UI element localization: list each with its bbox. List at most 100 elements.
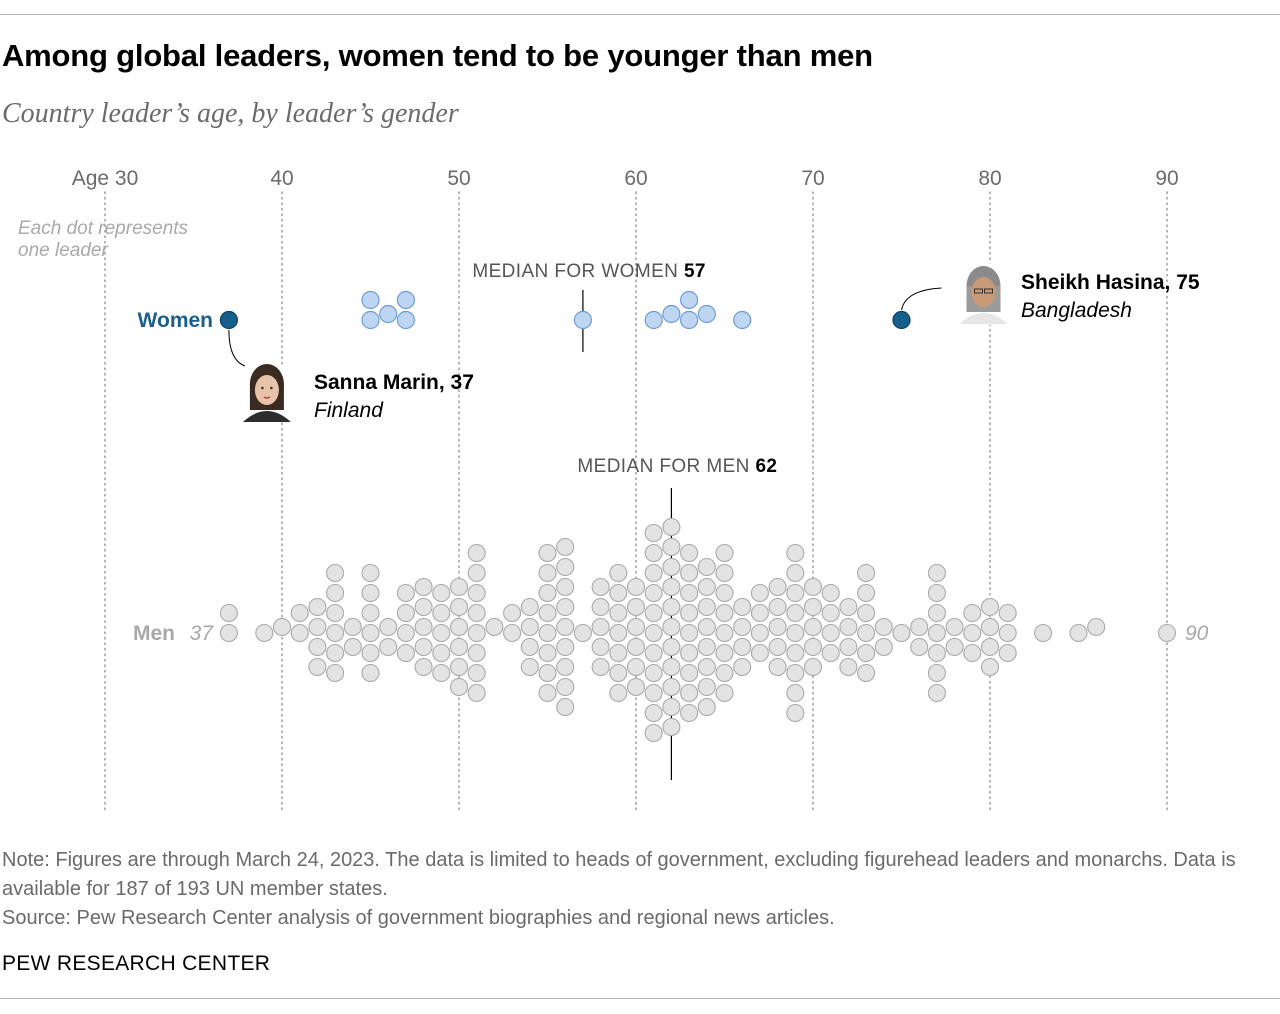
source-text: Source: Pew Research Center analysis of … xyxy=(2,907,835,929)
note-text: Note: Figures are through March 24, 2023… xyxy=(2,849,1236,900)
men-dot-40 xyxy=(449,617,469,637)
men-dot-204 xyxy=(980,597,1000,617)
x-tick-label-50: 50 xyxy=(447,167,470,190)
men-dot-103 xyxy=(644,683,663,703)
men-dot-205 xyxy=(980,657,1000,677)
men-dot-135 xyxy=(697,697,716,717)
women-highlight-dot-37 xyxy=(219,310,238,330)
men-dot-105 xyxy=(644,703,663,723)
men-dot-77 xyxy=(556,537,575,557)
men-dot-122 xyxy=(680,583,699,603)
men-dot-163 xyxy=(786,683,805,703)
men-dot-139 xyxy=(715,583,734,603)
men-dot-153 xyxy=(768,637,787,657)
men-dot-123 xyxy=(680,663,699,683)
men-dot-3 xyxy=(272,617,292,637)
men-dot-29 xyxy=(396,583,415,603)
men-dot-110 xyxy=(662,597,681,617)
men-dot-138 xyxy=(715,643,734,663)
men-dot-69 xyxy=(556,617,575,637)
men-dot-131 xyxy=(697,657,716,677)
x-tick-label-70: 70 xyxy=(801,167,824,190)
men-dot-49 xyxy=(467,583,486,603)
men-dot-191 xyxy=(927,603,946,623)
men-dot-13 xyxy=(326,583,345,603)
men-dot-111 xyxy=(662,657,681,677)
men-dot-141 xyxy=(715,563,734,583)
men-dot-83 xyxy=(591,577,610,597)
men-dot-146 xyxy=(733,597,752,617)
men-dot-45 xyxy=(449,677,469,697)
men-dot-116 xyxy=(662,537,681,557)
men-dot-19 xyxy=(361,603,380,623)
men-dot-24 xyxy=(379,617,398,637)
men-dot-119 xyxy=(680,623,699,643)
legend-note-line-1: Each dot represents xyxy=(18,218,189,239)
men-dot-125 xyxy=(680,683,699,703)
men-dot-118 xyxy=(662,517,681,537)
men-dot-98 xyxy=(644,603,663,623)
men-dot-57 xyxy=(520,617,539,637)
women-dot-5 xyxy=(396,290,415,310)
men-dot-107 xyxy=(644,723,663,743)
men-dot-14 xyxy=(326,663,345,683)
men-dot-9 xyxy=(308,657,327,677)
men-dot-183 xyxy=(857,663,876,683)
men-median-value: 62 xyxy=(755,456,777,477)
men-dot-212 xyxy=(1157,623,1177,643)
men-dot-109 xyxy=(662,637,681,657)
men-dot-190 xyxy=(927,623,946,643)
men-dot-201 xyxy=(963,643,982,663)
men-dot-52 xyxy=(467,683,486,703)
sheikh-hasina-name: Sheikh Hasina, 75 xyxy=(1021,271,1200,294)
legend-note-line-2: one leader xyxy=(18,240,108,261)
men-dot-60 xyxy=(520,657,539,677)
men-dot-106 xyxy=(644,523,663,543)
footer-brand: PEW RESEARCH CENTER xyxy=(2,952,271,975)
women-dot-11 xyxy=(697,304,716,324)
x-tick-label-90: 90 xyxy=(1155,167,1178,190)
men-dot-120 xyxy=(680,603,699,623)
men-dot-142 xyxy=(715,683,734,703)
men-dot-75 xyxy=(556,557,575,577)
men-dot-126 xyxy=(680,543,699,563)
men-dot-80 xyxy=(591,637,610,657)
men-dot-50 xyxy=(467,663,486,683)
women-dot-12 xyxy=(733,310,752,330)
men-dot-198 xyxy=(945,637,964,657)
men-dot-37 xyxy=(432,643,451,663)
sanna-marin-connector xyxy=(228,329,246,367)
men-dot-30 xyxy=(414,617,433,637)
men-dot-76 xyxy=(556,697,575,717)
men-dot-167 xyxy=(803,637,823,657)
men-dot-186 xyxy=(874,637,893,657)
men-dot-101 xyxy=(644,663,663,683)
men-dot-208 xyxy=(998,643,1017,663)
men-dot-180 xyxy=(857,603,876,623)
men-dot-178 xyxy=(839,657,858,677)
men-dot-36 xyxy=(432,603,451,623)
men-dot-20 xyxy=(361,643,380,663)
men-dot-112 xyxy=(662,577,681,597)
men-dot-44 xyxy=(449,577,469,597)
sheikh-hasina-portrait xyxy=(959,262,1008,326)
men-dot-82 xyxy=(591,657,610,677)
men-dot-199 xyxy=(963,623,982,643)
men-dot-194 xyxy=(927,663,946,683)
men-dot-121 xyxy=(680,643,699,663)
men-dot-56 xyxy=(503,603,522,623)
bottom-rule xyxy=(0,998,1280,999)
men-dot-81 xyxy=(591,597,610,617)
men-dot-64 xyxy=(538,583,557,603)
men-dot-206 xyxy=(998,623,1017,643)
men-dot-177 xyxy=(839,597,858,617)
men-dot-156 xyxy=(768,577,787,597)
men-dot-202 xyxy=(980,617,1000,637)
men-dot-42 xyxy=(449,597,469,617)
men-dot-31 xyxy=(414,637,433,657)
sheikh-hasina-connector xyxy=(901,287,942,311)
men-dot-84 xyxy=(609,623,628,643)
men-dot-132 xyxy=(697,577,716,597)
men-max-label: 90 xyxy=(1185,622,1209,645)
men-dot-176 xyxy=(839,637,858,657)
